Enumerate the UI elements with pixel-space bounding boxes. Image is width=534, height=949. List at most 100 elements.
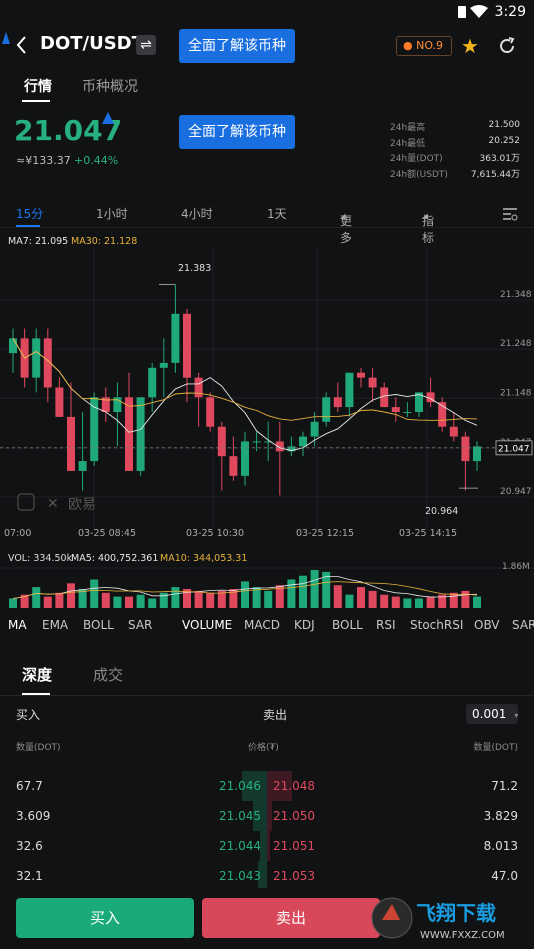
kline-chart[interactable]: 21.348 21.248 21.148 21.047 20.947 07:00 03-25… [0,230,534,612]
ind-macd[interactable]: MACD [244,618,280,632]
ind-volume[interactable]: VOLUME [182,618,233,632]
candle-body [90,397,99,462]
bid-qty: 3.609 [16,809,51,823]
chart-settings-icon[interactable] [502,207,518,221]
order-book-row[interactable]: 67.7 21.046 21.048 71.2 [0,771,534,801]
candle-body [322,397,331,422]
candle-body [461,436,470,462]
tab-market[interactable]: 行情 [24,79,52,95]
ind-ma[interactable]: MA [8,618,27,632]
x-tick-label: 03-25 08:45 [78,528,136,539]
chevron-down-icon: ▾ [514,711,519,720]
book-header: 买入 卖出 0.001 ▾ [0,700,534,728]
depth-tabs: 深度 成交 [0,656,534,696]
tab-depth[interactable]: 深度 [22,666,53,684]
candle-body [415,392,423,412]
stat-row: 24h量(DOT) 363.01万 [390,154,520,164]
rank-badge: ● NO.9 [396,36,452,56]
volume-bar [171,587,180,608]
bid-qty: 32.6 [16,839,43,853]
bid-qty: 67.7 [16,779,43,793]
ind-boll-2[interactable]: BOLL [332,618,363,632]
volume-bar [275,585,284,608]
kline-svg: 21.348 21.248 21.148 21.047 20.947 07:00 03-25… [0,236,534,608]
volume-bar [322,571,331,608]
ind-rsi[interactable]: RSI [376,618,396,632]
watermark-logo: ✕ 欧易 [17,493,96,513]
learn-coin-button[interactable]: 全面了解该币种 [179,29,295,63]
top-tabs: 行情 币种概况 [0,70,534,106]
price-change: +0.44% [74,154,119,167]
blue-arrow-icon [2,32,10,44]
ma30-label: MA30: 21.128 [71,236,137,247]
y-tick-label: 20.947 [500,487,532,497]
precision-select[interactable]: 0.001 ▾ [466,704,518,724]
candle-body [148,367,157,398]
x-tick-label: 07:00 [4,528,31,539]
ask-depth-fill [267,801,272,831]
interval-1d[interactable]: 1天 [267,207,287,221]
volume-bar [229,589,238,608]
buy-button[interactable]: 买入 [16,898,194,938]
interval-15m[interactable]: 15分 [16,207,44,221]
order-book-row[interactable]: 32.1 21.043 21.053 47.0 [0,861,534,891]
candle-body [159,362,168,368]
rank-label: NO.9 [416,39,444,52]
candle-body [275,441,284,452]
volume-bar [55,592,64,608]
y-tick-label: 21.148 [500,388,532,398]
candle-body [136,397,145,471]
ma7-label: MA7: 21.095 [8,236,68,247]
ind-obv[interactable]: OBV [474,618,500,632]
last-price: 21.047 [14,114,123,147]
interval-1h[interactable]: 1小时 [96,207,128,221]
volume-bar [136,594,145,608]
learn-coin-button-2[interactable]: 全面了解该币种 [179,115,295,149]
vol-label: VOL: 334.50k [8,553,73,564]
ind-kdj[interactable]: KDJ [294,618,315,632]
volume-bar [473,596,481,608]
back-icon[interactable] [12,34,32,56]
ind-ema[interactable]: EMA [42,618,69,632]
ask-qty: 3.829 [483,809,518,823]
volume-bar [368,590,377,608]
candle-body [252,441,261,443]
candle-body [426,392,435,403]
sell-side-label: 卖出 [263,708,288,722]
volume-bar [183,589,191,608]
low-label: 20.964 [425,506,458,517]
interval-underline [16,225,40,227]
candle-body [101,397,110,412]
ind-stochrsi[interactable]: StochRSI [410,618,464,632]
y-tick-label: 21.348 [500,290,532,300]
candle-body [9,338,17,354]
volume-bar [264,590,273,608]
ind-sar-2[interactable]: SAR [512,618,534,632]
col-price: 价格(₮) [248,743,279,753]
ask-price: 21.053 [273,869,315,883]
tab-depth-underline [22,693,50,695]
sell-button[interactable]: 卖出 [202,898,380,938]
ind-sar[interactable]: SAR [128,618,153,632]
tab-trades[interactable]: 成交 [93,666,124,684]
order-book-row[interactable]: 32.6 21.044 21.051 8.013 [0,831,534,861]
tab-overview[interactable]: 币种概况 [82,79,138,95]
favorite-star-icon[interactable]: ★ [461,34,479,58]
candle-body [391,407,400,412]
refresh-share-icon[interactable] [496,35,518,57]
volume-bar [461,590,470,608]
candle-body [264,441,273,443]
swap-pair-icon[interactable]: ⇌ [136,35,156,55]
candle-body [67,416,75,471]
current-price-tag [495,440,533,456]
candle-body [241,441,249,476]
interval-4h[interactable]: 4小时 [181,207,213,221]
pair-title[interactable]: DOT/USDT [40,33,144,54]
ma7-line [12,338,478,452]
order-book-row[interactable]: 3.609 21.045 21.050 3.829 [0,801,534,831]
volume-bar [345,594,354,608]
volume-bar [78,589,87,608]
ind-boll[interactable]: BOLL [83,618,114,632]
candle-body [287,446,296,452]
vol-ma5-line [12,576,478,599]
